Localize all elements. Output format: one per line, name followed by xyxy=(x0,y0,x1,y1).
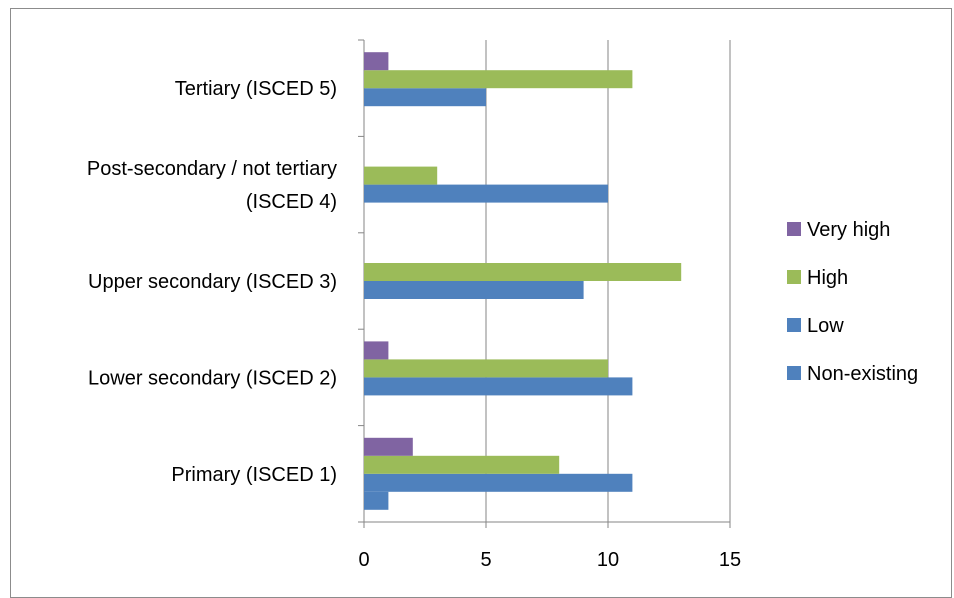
bar-low xyxy=(364,184,608,203)
legend-label: Non-existing xyxy=(807,363,918,385)
legend-label: Low xyxy=(807,315,844,337)
x-tick-label: 5 xyxy=(480,549,491,571)
axis-labels: 0 5 10 15 Primary (ISCED 1) Lower secondary (… xyxy=(87,78,741,571)
bar-high xyxy=(364,455,560,474)
x-tick-label: 15 xyxy=(719,549,741,571)
bar-low xyxy=(364,88,486,107)
bar-low xyxy=(364,281,584,299)
bar-high xyxy=(364,263,682,281)
y-category-label: Primary (ISCED 1) xyxy=(171,464,337,486)
y-category-label: Post-secondary / not tertiary xyxy=(87,158,337,180)
x-tick-label: 0 xyxy=(358,549,369,571)
legend-item: Non-existing xyxy=(787,363,918,385)
legend-swatch xyxy=(787,222,801,236)
y-category-label: Lower secondary (ISCED 2) xyxy=(88,367,337,389)
legend-item: High xyxy=(787,267,848,289)
bar-very-high xyxy=(364,437,413,456)
legend-label: High xyxy=(807,267,848,289)
legend-swatch xyxy=(787,366,801,380)
legend-item: Very high xyxy=(787,219,890,241)
bar-high xyxy=(364,70,633,89)
x-tick-label: 10 xyxy=(597,549,619,571)
bar-high xyxy=(364,359,608,378)
y-category-label: Tertiary (ISCED 5) xyxy=(175,78,337,100)
bar-low xyxy=(364,473,633,492)
legend-label: Very high xyxy=(807,219,890,241)
y-category-label: Upper secondary (ISCED 3) xyxy=(88,271,337,293)
bar-high xyxy=(364,166,438,185)
bar-non-existing xyxy=(364,491,389,510)
bars xyxy=(364,52,682,510)
bar-very-high xyxy=(364,52,389,71)
y-category-label: (ISCED 4) xyxy=(246,191,337,213)
bar-very-high xyxy=(364,341,389,360)
bar-low xyxy=(364,377,633,396)
legend-swatch xyxy=(787,270,801,284)
chart-frame xyxy=(10,8,952,598)
legend: Very high High Low Non-existing xyxy=(787,219,918,385)
bar-chart: 0 5 10 15 Primary (ISCED 1) Lower secondary (… xyxy=(87,39,918,571)
legend-swatch xyxy=(787,318,801,332)
legend-item: Low xyxy=(787,315,844,337)
